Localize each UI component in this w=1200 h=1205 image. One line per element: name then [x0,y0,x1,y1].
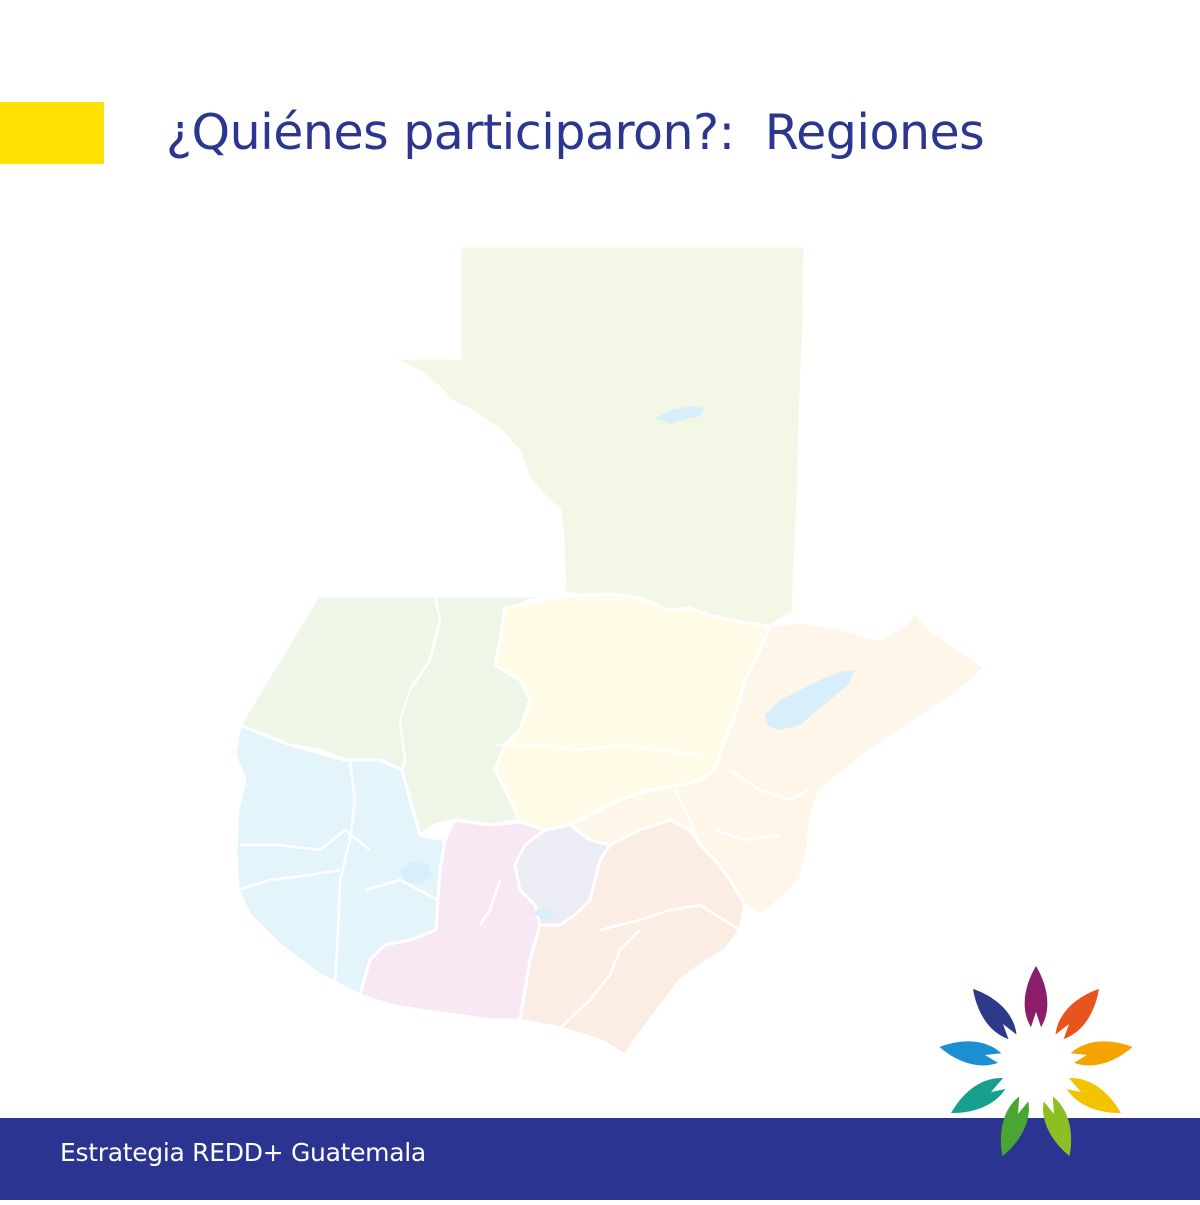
header-accent-bar [0,102,104,164]
page-title: ¿Quiénes participaron?: Regiones [166,104,985,161]
redd-flower-logo-icon [936,964,1136,1164]
border-line [714,828,781,842]
lake-izabal [765,670,855,730]
border-line [240,828,371,852]
logo-petal [1024,966,1048,1034]
logo-center [1012,1040,1060,1088]
border-line [333,759,357,986]
border-line [729,768,809,802]
border-line [237,868,341,892]
border-line [673,789,702,846]
logo-petal [1061,1078,1121,1114]
logo-petal [951,1078,1011,1114]
border-line [599,903,741,932]
lake-amatitlan [530,908,556,920]
footer-text: Estrategia REDD+ Guatemala [60,1138,426,1167]
logo-svg [939,966,1133,1157]
lake-peten-itza [655,406,705,424]
border-line [495,743,701,757]
region-peten [374,244,807,628]
logo-petal [939,1041,1007,1066]
lake-atitlan [400,862,432,884]
logo-petal [1065,1041,1133,1066]
footer-bar [0,1118,1200,1200]
border-line [398,595,442,771]
border-line [478,879,502,926]
border-line [364,878,439,902]
border-line [559,929,641,1029]
